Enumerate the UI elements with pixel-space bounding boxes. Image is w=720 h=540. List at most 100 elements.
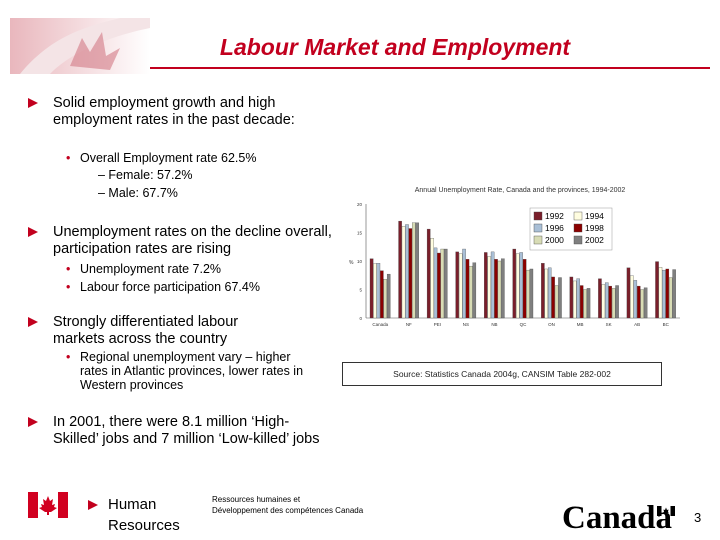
bar <box>573 280 577 319</box>
sub-bullet-dot-icon: • <box>66 280 71 294</box>
bar <box>444 248 448 319</box>
bar <box>615 285 619 319</box>
bar <box>522 259 527 319</box>
bar <box>662 269 666 319</box>
bar <box>386 273 391 319</box>
bar <box>455 251 459 319</box>
page-number: 3 <box>694 510 702 525</box>
sub-bullet-employment-rate: • Overall Employment rate 62.5% <box>66 151 257 165</box>
y-tick-label: 0 <box>359 316 362 321</box>
y-tick-label: 10 <box>357 259 363 264</box>
footer-department-en: Human Resources <box>108 496 180 534</box>
bar <box>637 285 641 319</box>
bar <box>380 270 384 319</box>
bar <box>512 248 517 319</box>
canada-wordmark: Canada <box>562 500 673 536</box>
bar <box>605 282 609 319</box>
legend-swatch <box>533 223 543 233</box>
bar <box>494 259 498 319</box>
legend-swatch <box>533 235 543 245</box>
bar <box>412 222 416 319</box>
y-tick-label: 20 <box>357 202 363 207</box>
chart-source: Source: Statistics Canada 2004g, CANSIM … <box>342 362 662 386</box>
bar <box>665 268 670 319</box>
footer-arrow-icon <box>88 500 98 510</box>
bar <box>484 252 488 319</box>
legend-swatch <box>573 235 583 245</box>
title-divider <box>150 67 710 69</box>
bullet-arrow-icon <box>28 417 38 427</box>
legend-swatch <box>533 211 543 221</box>
bar <box>430 238 434 319</box>
legend-swatch <box>573 211 583 221</box>
female-rate: – Female: 57.2% <box>98 168 193 182</box>
x-category-label: QC <box>520 322 528 327</box>
bar <box>541 263 545 319</box>
bullet-text: Strongly differentiated labour markets a… <box>53 314 239 347</box>
canada-flag-icon <box>28 492 68 523</box>
sub-bullet-dot-icon: • <box>66 262 71 276</box>
sub-bullet-regional: • Regional unemployment vary – higher ra… <box>66 350 304 392</box>
y-tick-label: 5 <box>359 288 362 293</box>
bar <box>601 284 606 319</box>
bullet-text: Unemployment rates on the decline overal… <box>53 224 332 257</box>
male-rate: – Male: 67.7% <box>98 186 178 200</box>
bar <box>558 277 562 319</box>
flag-banner-graphic <box>10 18 150 74</box>
legend-label: 1996 <box>545 223 564 233</box>
bar <box>433 247 438 319</box>
x-category-label: SK <box>606 322 612 327</box>
bar <box>643 287 648 319</box>
bar <box>608 285 612 319</box>
bullet-arrow-icon <box>28 98 38 108</box>
bar <box>529 268 534 319</box>
bar <box>579 285 584 319</box>
bar <box>408 228 413 319</box>
bar <box>440 248 445 319</box>
bar <box>526 269 530 319</box>
bar <box>469 265 473 319</box>
legend-label: 2002 <box>585 235 604 245</box>
bar <box>426 228 431 319</box>
bar <box>472 262 477 319</box>
sub-bullet-dot-icon: • <box>66 350 71 364</box>
x-category-label: ON <box>548 322 555 327</box>
legend-label: 2000 <box>545 235 564 245</box>
x-category-label: NF <box>406 322 412 327</box>
sub-bullet-dot-icon: • <box>66 151 71 165</box>
bar <box>576 278 580 319</box>
bar <box>401 226 406 319</box>
x-category-label: NS <box>463 322 469 327</box>
sub-bullet-participation: • Labour force participation 67.4% <box>66 280 260 294</box>
bar <box>626 267 631 319</box>
bullet-text: In 2001, there were 8.1 million ‘High-Sk… <box>53 414 320 447</box>
bar <box>497 260 502 319</box>
legend-swatch <box>573 223 583 233</box>
bar <box>383 279 387 319</box>
footer-department-fr: Ressources humaines et Développement des… <box>212 495 364 515</box>
legend-label: 1998 <box>585 223 604 233</box>
y-tick-label: 15 <box>357 231 363 236</box>
chart-title: Annual Unemployment Rate, Canada and the… <box>415 187 626 194</box>
bar <box>658 267 663 319</box>
slide-title: Labour Market and Employment <box>219 34 571 60</box>
bar <box>405 224 409 319</box>
bar <box>462 248 466 319</box>
bar <box>369 258 374 319</box>
bar <box>633 280 638 319</box>
x-category-label: Canada <box>372 322 388 327</box>
bar <box>487 256 491 319</box>
unemployment-chart: Annual Unemployment Rate, Canada and the… <box>340 180 700 330</box>
bar <box>437 252 441 319</box>
x-category-label: BC <box>663 322 670 327</box>
legend-label: 1992 <box>545 211 564 221</box>
bar <box>586 288 591 319</box>
bar <box>373 263 377 319</box>
bar <box>519 252 523 319</box>
bar <box>544 268 548 319</box>
bullet-arrow-icon <box>28 317 38 327</box>
bar <box>551 276 555 319</box>
sub-bullet-unemployment-rate: • Unemployment rate 7.2% <box>66 262 222 276</box>
bar <box>376 263 381 319</box>
bar <box>672 269 676 319</box>
